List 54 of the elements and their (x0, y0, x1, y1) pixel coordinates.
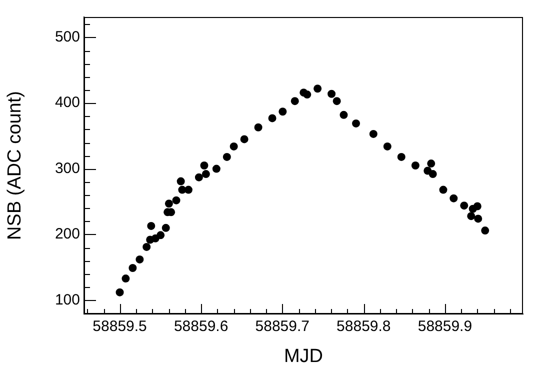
x-tick-label: 58859.6 (174, 318, 228, 336)
x-tick-label: 58859.7 (255, 318, 310, 336)
point (254, 123, 262, 132)
point (383, 142, 392, 150)
x-tick-label: 58859.9 (418, 318, 472, 336)
y-tick-label: 500 (54, 28, 80, 46)
point (473, 202, 482, 210)
point (172, 196, 180, 204)
y-axis-title: NSB (ADC count) (4, 91, 26, 240)
point (474, 214, 482, 223)
point (202, 170, 210, 178)
point (230, 142, 238, 150)
point (240, 135, 248, 144)
point (212, 164, 220, 173)
point (122, 274, 130, 283)
point (136, 255, 144, 264)
point (268, 114, 276, 122)
point (164, 200, 173, 208)
point (200, 162, 208, 170)
point (116, 288, 124, 296)
point (352, 119, 360, 128)
y-tick-label: 100 (54, 291, 80, 308)
point (460, 202, 468, 210)
point (427, 160, 436, 168)
point (162, 224, 170, 232)
y-tick-label: 400 (54, 94, 80, 112)
point (156, 231, 165, 240)
point (481, 226, 490, 235)
point (176, 177, 185, 186)
x-axis-title: MJD (284, 346, 324, 367)
point (222, 152, 231, 161)
point (428, 170, 437, 178)
point (290, 97, 299, 106)
point (397, 152, 406, 161)
point (369, 130, 378, 138)
point (128, 264, 137, 272)
point (147, 222, 156, 230)
point (278, 108, 287, 116)
point (411, 162, 420, 170)
point (303, 90, 312, 99)
point (328, 90, 336, 98)
point (467, 212, 476, 220)
point (194, 173, 203, 182)
point (450, 194, 458, 202)
y-tick-label: 300 (54, 160, 80, 177)
x-tick-label: 58859.5 (92, 318, 147, 336)
x-tick-label: 58859.8 (336, 318, 391, 336)
point (439, 186, 448, 194)
point (142, 242, 151, 251)
point (332, 97, 341, 106)
point (184, 186, 192, 194)
y-tick-label: 200 (54, 226, 80, 243)
point (340, 110, 348, 119)
point (314, 84, 322, 93)
